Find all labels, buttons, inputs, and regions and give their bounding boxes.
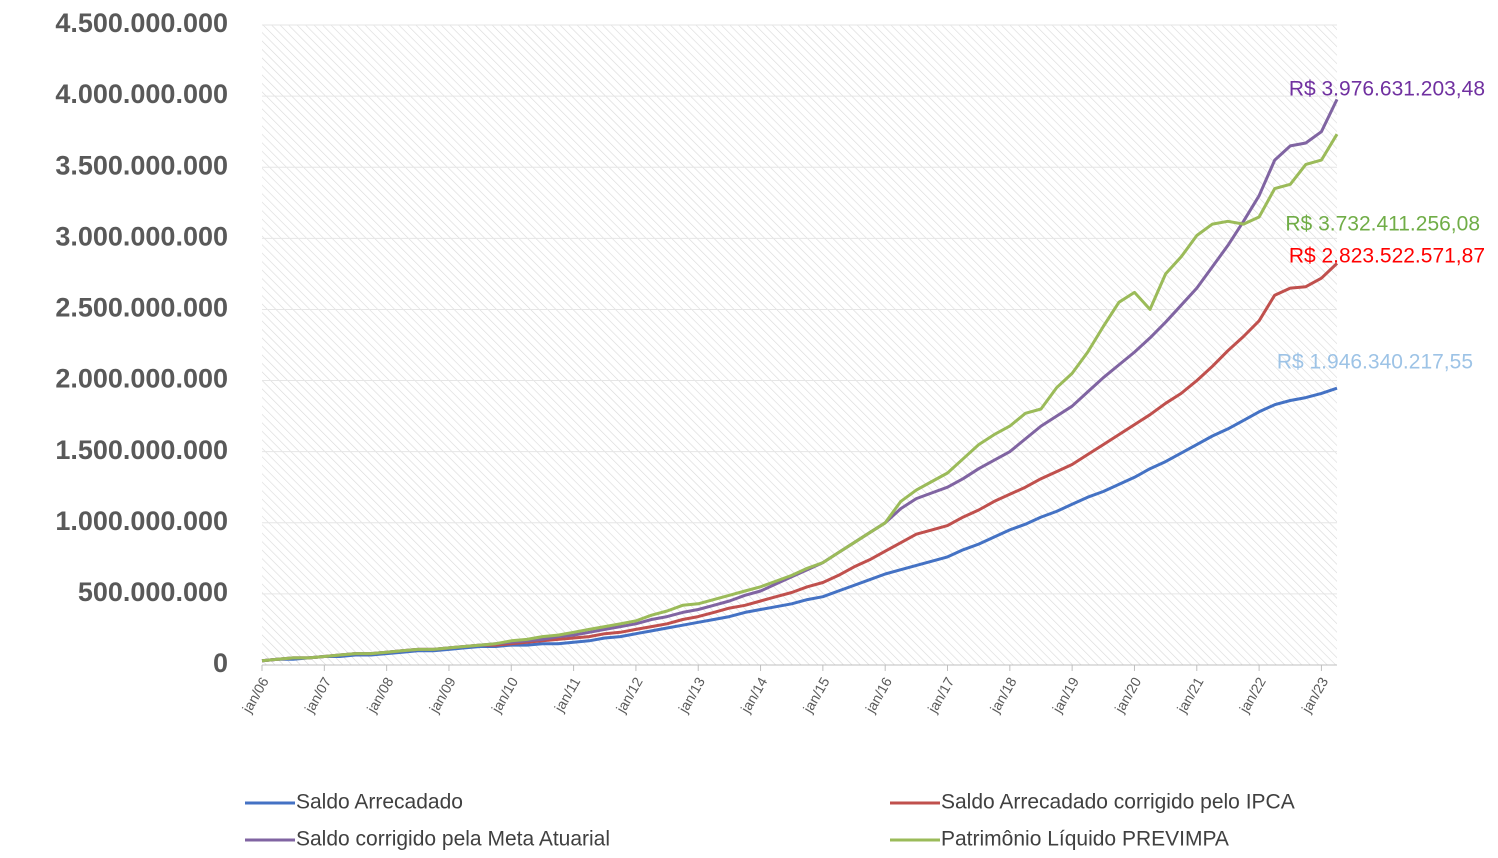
x-tick-label: jan/11 xyxy=(550,674,583,715)
x-tick-label: jan/09 xyxy=(425,674,459,716)
x-tick-label: jan/22 xyxy=(1235,674,1269,716)
legend-label: Patrimônio Líquido PREVIMPA xyxy=(941,828,1229,851)
x-tick-label: jan/06 xyxy=(238,674,272,716)
x-tick-label: jan/10 xyxy=(488,674,522,716)
y-tick-label: 1.000.000.000 xyxy=(55,506,228,536)
value-label: R$ 3.976.631.203,48 xyxy=(1289,78,1485,101)
x-tick-label: jan/17 xyxy=(924,674,958,716)
value-label: R$ 2.823.522.571,87 xyxy=(1289,245,1485,268)
x-tick-label: jan/13 xyxy=(675,674,709,716)
legend-label: Saldo Arrecadado corrigido pelo IPCA xyxy=(941,791,1295,814)
y-tick-label: 3.500.000.000 xyxy=(55,150,228,180)
series-line xyxy=(261,133,1339,663)
x-tick-label: jan/07 xyxy=(301,674,335,716)
x-tick-label: jan/21 xyxy=(1173,674,1207,716)
value-label: R$ 3.732.411.256,08 xyxy=(1285,213,1480,236)
legend-label: Saldo Arrecadado xyxy=(296,791,463,814)
plot-background xyxy=(262,25,1337,665)
y-tick-label: 0 xyxy=(213,648,228,678)
x-tick-label: jan/20 xyxy=(1111,674,1145,716)
y-tick-label: 4.000.000.000 xyxy=(55,79,228,109)
legend-label: Saldo corrigido pela Meta Atuarial xyxy=(296,828,610,851)
x-tick-label: jan/08 xyxy=(363,674,397,716)
x-tick-label: jan/19 xyxy=(1049,674,1083,716)
y-tick-label: 3.000.000.000 xyxy=(55,221,228,251)
x-tick-label: jan/23 xyxy=(1298,674,1332,716)
value-label: R$ 1.946.340.217,55 xyxy=(1277,351,1473,374)
y-tick-label: 500.000.000 xyxy=(78,577,228,607)
x-tick-label: jan/18 xyxy=(986,674,1020,716)
y-tick-label: 2.500.000.000 xyxy=(55,293,228,323)
x-tick-label: jan/14 xyxy=(737,674,771,716)
x-tick-label: jan/15 xyxy=(799,674,833,716)
y-tick-label: 4.500.000.000 xyxy=(55,8,228,38)
x-tick-label: jan/16 xyxy=(862,674,896,716)
y-tick-label: 2.000.000.000 xyxy=(55,364,228,394)
y-tick-label: 1.500.000.000 xyxy=(55,435,228,465)
x-tick-label: jan/12 xyxy=(612,674,646,716)
